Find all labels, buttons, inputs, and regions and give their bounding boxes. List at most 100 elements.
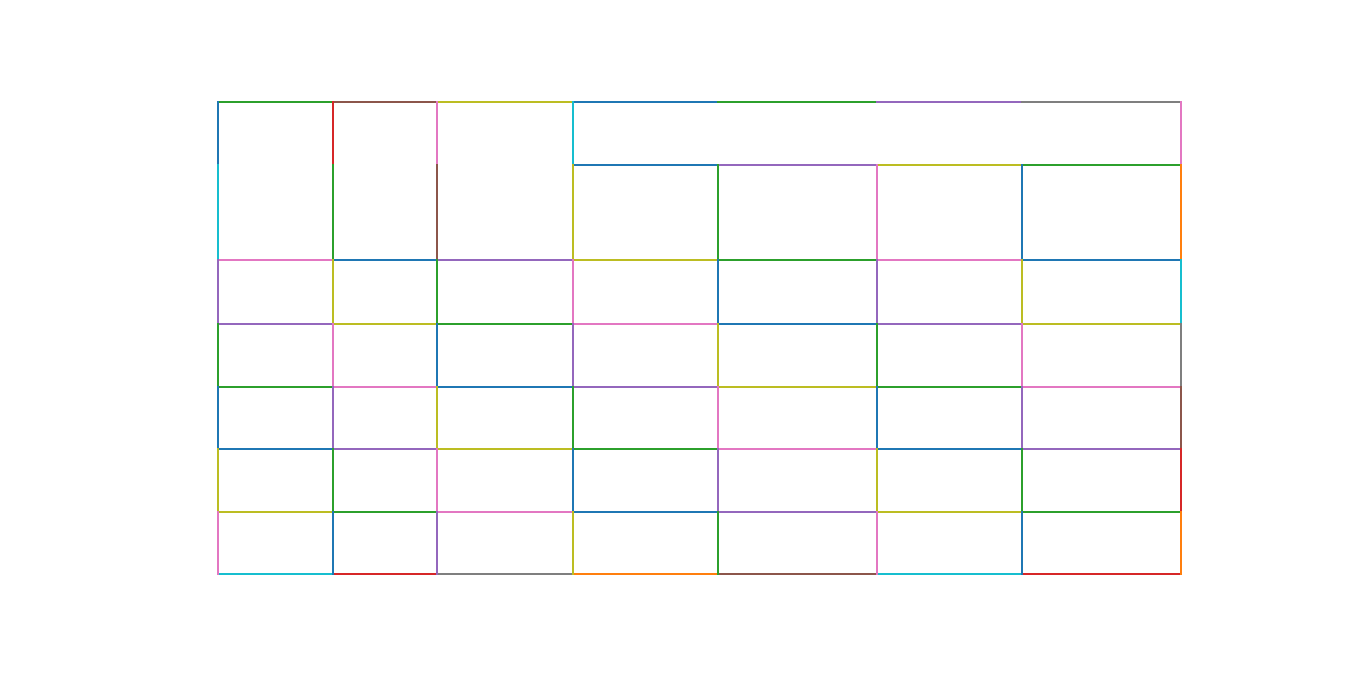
grid-line-horizontal — [717, 511, 878, 513]
grid-line-horizontal — [1021, 511, 1182, 513]
grid-line-horizontal — [1021, 448, 1182, 450]
grid-line-vertical — [217, 511, 219, 575]
grid-line-vertical — [717, 323, 719, 388]
grid-line-vertical — [332, 259, 334, 325]
grid-line-horizontal — [572, 101, 719, 103]
grid-line-vertical — [717, 259, 719, 325]
grid-line-horizontal — [572, 511, 719, 513]
grid-line-vertical — [332, 164, 334, 261]
grid-line-vertical — [1021, 323, 1023, 388]
grid-line-horizontal — [876, 164, 1023, 166]
grid-line-vertical — [1180, 101, 1182, 166]
grid-line-vertical — [717, 448, 719, 513]
grid-line-horizontal — [717, 448, 878, 450]
grid-line-horizontal — [876, 448, 1023, 450]
grid-line-horizontal — [332, 386, 438, 388]
grid-line-vertical — [717, 164, 719, 261]
grid-line-vertical — [217, 164, 219, 261]
grid-line-horizontal — [717, 101, 878, 103]
grid-line-vertical — [217, 101, 219, 166]
grid-line-vertical — [1180, 259, 1182, 325]
grid-line-vertical — [436, 101, 438, 166]
grid-line-vertical — [436, 164, 438, 261]
grid-line-horizontal — [572, 573, 719, 575]
grid-line-horizontal — [1021, 386, 1182, 388]
grid-line-vertical — [572, 511, 574, 575]
grid-line-horizontal — [1021, 164, 1182, 166]
grid-line-vertical — [1021, 448, 1023, 513]
grid-line-horizontal — [717, 259, 878, 261]
grid-line-vertical — [1021, 386, 1023, 450]
grid-line-horizontal — [436, 259, 574, 261]
grid-line-horizontal — [332, 101, 438, 103]
grid-line-vertical — [217, 323, 219, 388]
grid-line-horizontal — [436, 511, 574, 513]
grid-line-vertical — [436, 323, 438, 388]
grid-line-vertical — [572, 386, 574, 450]
grid-line-vertical — [436, 386, 438, 450]
grid-line-vertical — [876, 511, 878, 575]
grid-line-horizontal — [217, 259, 334, 261]
grid-line-horizontal — [876, 386, 1023, 388]
grid-line-horizontal — [572, 386, 719, 388]
grid-line-vertical — [572, 101, 574, 166]
grid-line-horizontal — [1021, 259, 1182, 261]
grid-line-vertical — [332, 448, 334, 513]
grid-line-vertical — [1180, 323, 1182, 388]
grid-line-horizontal — [717, 164, 878, 166]
grid-line-horizontal — [436, 323, 574, 325]
grid-line-vertical — [436, 448, 438, 513]
grid-line-vertical — [876, 386, 878, 450]
grid-line-vertical — [572, 448, 574, 513]
grid-line-horizontal — [876, 323, 1023, 325]
grid-line-horizontal — [436, 448, 574, 450]
grid-line-vertical — [572, 259, 574, 325]
grid-line-vertical — [332, 323, 334, 388]
grid-line-vertical — [876, 448, 878, 513]
grid-line-vertical — [1180, 164, 1182, 261]
grid-line-vertical — [717, 386, 719, 450]
grid-line-horizontal — [332, 448, 438, 450]
grid-line-horizontal — [332, 259, 438, 261]
grid-line-horizontal — [217, 573, 334, 575]
grid-line-vertical — [876, 259, 878, 325]
grid-line-vertical — [332, 386, 334, 450]
grid-line-vertical — [1021, 164, 1023, 261]
grid-line-vertical — [1021, 259, 1023, 325]
grid-line-horizontal — [876, 259, 1023, 261]
grid-line-vertical — [332, 101, 334, 166]
grid-line-horizontal — [572, 448, 719, 450]
grid-line-horizontal — [572, 164, 719, 166]
grid-line-horizontal — [217, 323, 334, 325]
grid-line-horizontal — [876, 573, 1023, 575]
grid-line-vertical — [1180, 448, 1182, 513]
grid-line-horizontal — [717, 386, 878, 388]
grid-line-vertical — [436, 259, 438, 325]
grid-line-horizontal — [436, 101, 574, 103]
grid-line-vertical — [217, 448, 219, 513]
grid-line-vertical — [217, 259, 219, 325]
grid-line-vertical — [436, 511, 438, 575]
grid-line-horizontal — [572, 259, 719, 261]
grid-line-horizontal — [1021, 573, 1182, 575]
grid-line-horizontal — [217, 448, 334, 450]
grid-line-horizontal — [876, 101, 1023, 103]
grid-line-vertical — [1180, 511, 1182, 575]
grid-line-vertical — [1021, 511, 1023, 575]
grid-line-vertical — [1180, 386, 1182, 450]
grid-line-horizontal — [332, 511, 438, 513]
grid-line-horizontal — [1021, 323, 1182, 325]
grid-line-horizontal — [217, 511, 334, 513]
grid-line-horizontal — [876, 511, 1023, 513]
grid-line-vertical — [876, 164, 878, 261]
grid-line-horizontal — [332, 323, 438, 325]
grid-line-vertical — [332, 511, 334, 575]
grid-line-vertical — [876, 323, 878, 388]
grid-line-vertical — [572, 164, 574, 261]
grid-line-horizontal — [717, 573, 878, 575]
grid-line-horizontal — [436, 386, 574, 388]
grid-line-horizontal — [332, 573, 438, 575]
grid-line-horizontal — [217, 386, 334, 388]
